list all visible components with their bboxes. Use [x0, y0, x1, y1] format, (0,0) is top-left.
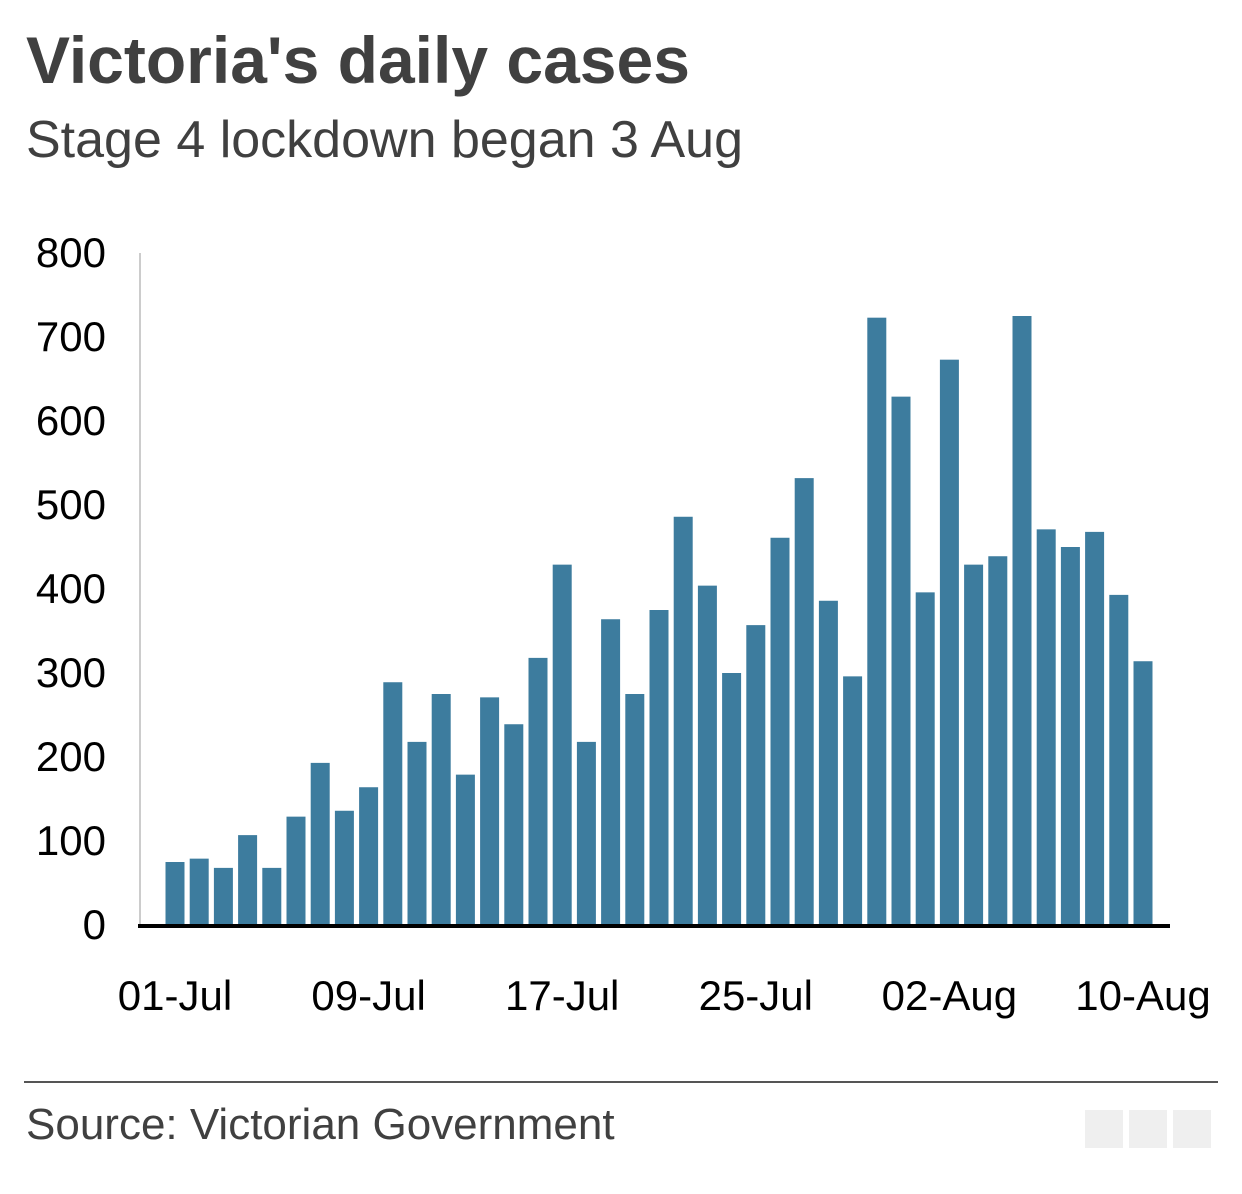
bar-27-Jul: [794, 478, 814, 925]
bar-02-Jul: [189, 858, 209, 925]
x-tick-label: 02-Aug: [882, 972, 1017, 1019]
bar-05-Jul: [262, 867, 282, 925]
x-tick-label: 09-Jul: [311, 972, 425, 1019]
source-note: Source: Victorian Government: [26, 1100, 615, 1149]
bar-14-Jul: [480, 697, 500, 925]
bar-04-Aug: [988, 556, 1008, 925]
y-tick-label: 400: [36, 565, 106, 612]
bar-15-Jul: [504, 724, 524, 925]
x-tick-label: 01-Jul: [118, 972, 232, 1019]
bar-19-Jul: [601, 619, 621, 925]
bar-03-Jul: [213, 867, 233, 925]
bar-17-Jul: [552, 564, 572, 925]
bar-03-Aug: [964, 564, 984, 925]
bar-11-Jul: [407, 741, 427, 925]
bar-10-Aug: [1133, 661, 1153, 925]
y-tick-label: 800: [36, 229, 106, 276]
bar-12-Jul: [431, 694, 451, 925]
bar-16-Jul: [528, 657, 548, 925]
chart-subtitle: Stage 4 lockdown began 3 Aug: [26, 111, 744, 169]
bar-29-Jul: [843, 676, 863, 925]
bar-22-Jul: [673, 516, 693, 925]
y-tick-label: 600: [36, 397, 106, 444]
y-tick-label: 200: [36, 733, 106, 780]
bar-09-Jul: [359, 787, 379, 925]
chart-title: Victoria's daily cases: [26, 23, 690, 97]
bar-30-Jul: [867, 317, 887, 925]
bar-09-Aug: [1109, 594, 1129, 925]
y-tick-label: 100: [36, 817, 106, 864]
bar-chart: 0 100 200 300 400 500 600 700 800 01-Jul 09-Jul 17…: [36, 229, 1211, 1019]
bar-28-Jul: [818, 600, 838, 925]
bar-10-Jul: [383, 682, 403, 925]
bar-07-Jul: [310, 762, 330, 925]
x-tick-label: 17-Jul: [505, 972, 619, 1019]
footer-divider: [24, 1081, 1218, 1083]
bar-01-Aug: [915, 592, 935, 925]
bar-08-Aug: [1085, 531, 1105, 925]
bar-20-Jul: [625, 694, 645, 925]
bar-05-Aug: [1012, 316, 1032, 925]
y-tick-label: 700: [36, 313, 106, 360]
bar-06-Aug: [1036, 529, 1056, 925]
bar-06-Jul: [286, 816, 306, 925]
y-tick-label: 300: [36, 649, 106, 696]
x-tick-label: 25-Jul: [699, 972, 813, 1019]
bar-18-Jul: [576, 741, 596, 925]
bar-21-Jul: [649, 610, 669, 925]
bar-31-Jul: [891, 396, 911, 925]
bar-08-Jul: [334, 810, 354, 925]
y-tick-label: 500: [36, 481, 106, 528]
bar-02-Aug: [939, 359, 959, 925]
bbc-logo: [1085, 1110, 1211, 1148]
bar-23-Jul: [697, 585, 717, 925]
bar-04-Jul: [238, 835, 258, 925]
bar-07-Aug: [1060, 547, 1080, 925]
x-tick-label: 10-Aug: [1075, 972, 1210, 1019]
bar-26-Jul: [770, 537, 790, 925]
y-tick-label: 0: [83, 901, 106, 948]
bar-25-Jul: [746, 625, 766, 925]
bar-01-Jul: [165, 862, 185, 925]
bar-13-Jul: [455, 774, 475, 925]
bar-24-Jul: [722, 673, 742, 925]
